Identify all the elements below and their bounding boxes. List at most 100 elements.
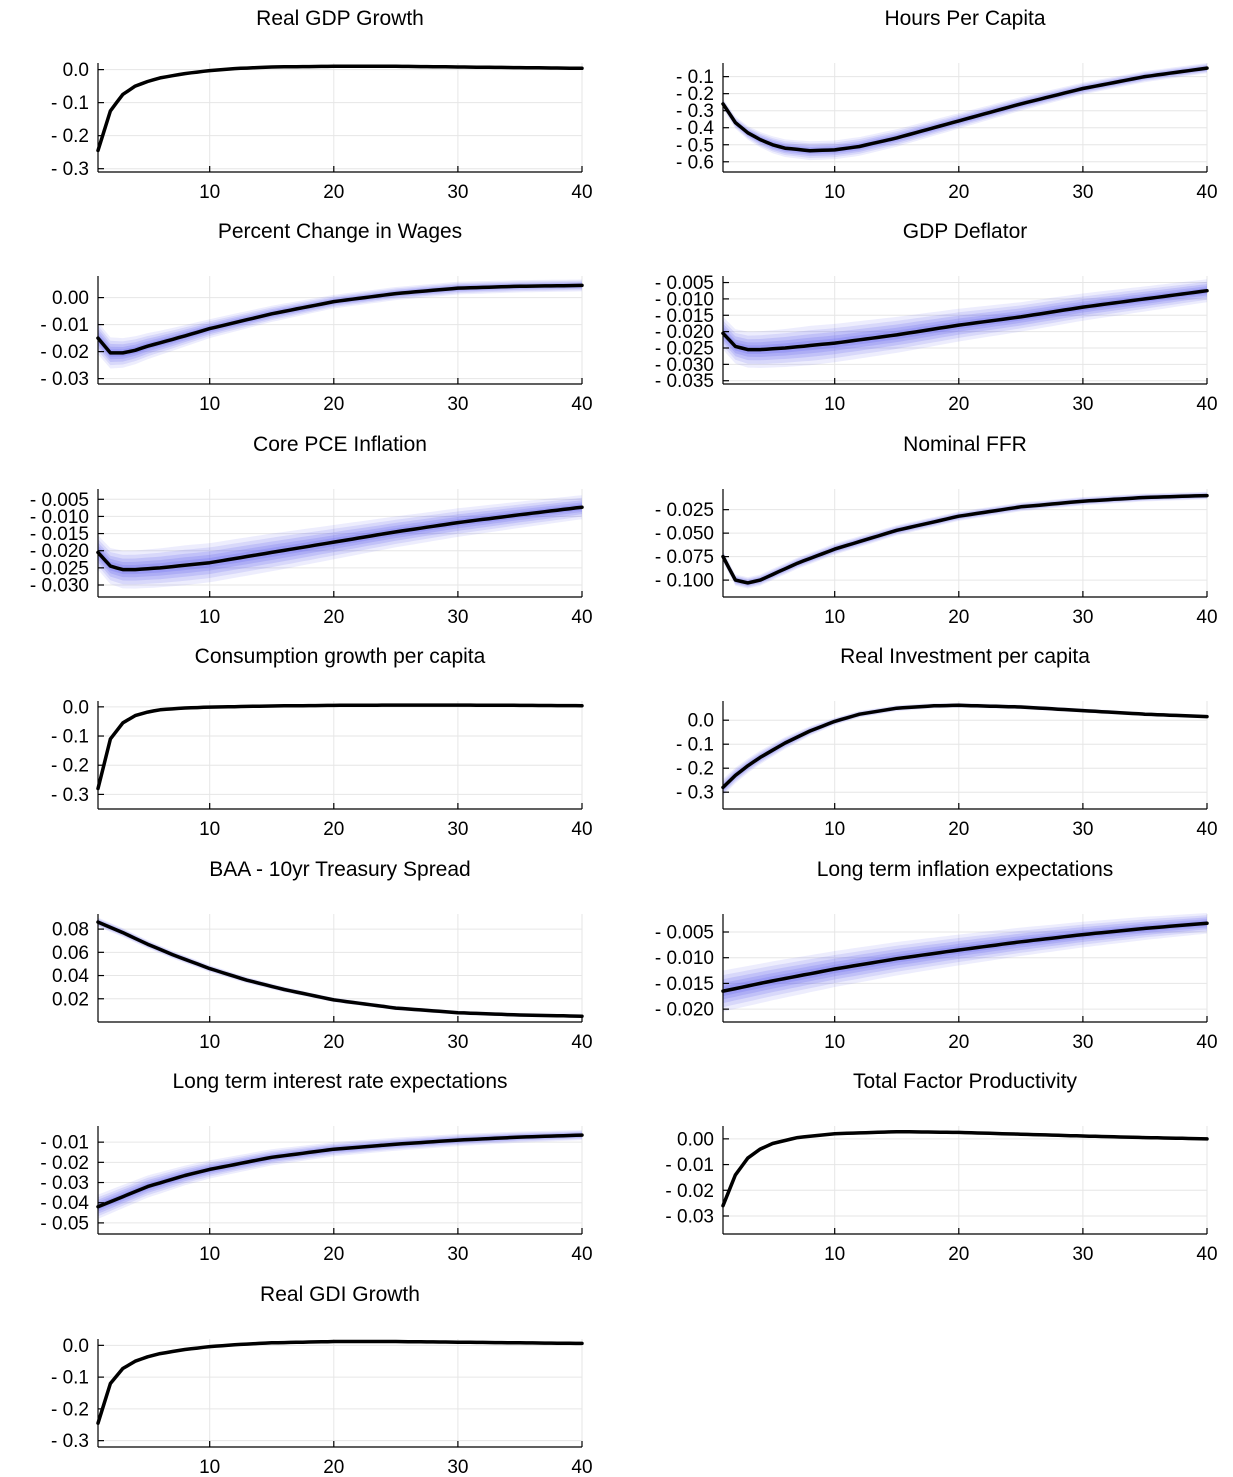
confidence-band [723,919,1207,1000]
x-tick-label: 40 [571,394,592,415]
y-tick-label: - 0.01 [40,315,89,336]
x-tick-label: 40 [1196,182,1217,203]
confidence-band [723,1131,1207,1207]
y-tick-label: - 0.04 [40,1193,89,1214]
y-tick-label: - 0.6 [676,152,714,173]
x-tick-label: 30 [1072,182,1093,203]
confidence-band [98,65,582,154]
y-tick-label: - 0.010 [30,507,89,528]
y-tick-label: - 0.5 [676,135,714,156]
median-line [721,288,1209,352]
confidence-band [723,492,1207,588]
confidence-band [98,66,582,153]
x-tick-label: 30 [1072,819,1093,840]
panel-title: Long term interest rate expectations [172,1070,507,1093]
y-tick-label: - 0.010 [655,289,714,310]
median-line [96,64,584,153]
confidence-band [723,704,1207,790]
confidence-band [723,491,1207,589]
y-tick-label: 0.0 [688,711,714,732]
panel-title: GDP Deflator [903,220,1028,243]
y-tick-label: - 0.01 [665,1155,714,1176]
median-line [96,505,584,572]
panel-title: Consumption growth per capita [195,645,486,668]
x-tick-label: 30 [1072,1244,1093,1265]
x-tick-label: 20 [323,819,344,840]
confidence-band [98,1341,582,1425]
panel-8: Real Investment per capita 10 20 30 40 0.0 - 0… [676,645,1218,840]
confidence-band [723,703,1207,794]
median-line [721,493,1209,585]
x-tick-label: 30 [447,1244,468,1265]
y-tick-label: - 0.025 [655,500,714,521]
x-tick-label: 10 [199,1244,220,1265]
y-tick-label: - 0.015 [30,524,89,545]
y-tick-label: 0.02 [52,989,89,1010]
y-tick-label: - 0.02 [40,1153,89,1174]
y-tick-label: 0.00 [52,288,89,309]
x-tick-label: 30 [447,819,468,840]
confidence-band [98,1340,582,1427]
y-tick-label: - 0.05 [40,1213,89,1234]
x-tick-label: 10 [824,607,845,628]
median-line [721,703,1209,790]
confidence-band [98,1131,582,1217]
median-line [96,920,584,1018]
confidence-band [723,494,1207,586]
y-tick-label: - 0.035 [655,371,714,392]
x-tick-label: 40 [571,1244,592,1265]
y-tick-label: - 0.015 [655,306,714,327]
y-tick-label: - 0.1 [676,735,714,756]
panel-10: Long term inflation expectations 10 20 30 40… [655,858,1218,1053]
y-tick-label: - 0.1 [51,93,89,114]
median-line [96,1339,584,1425]
x-tick-label: 20 [323,607,344,628]
y-tick-label: - 0.005 [655,273,714,294]
y-tick-label: - 0.03 [40,369,89,390]
confidence-band [723,1131,1207,1207]
y-tick-label: 0.04 [52,966,89,987]
median-line [721,921,1209,993]
y-tick-label: - 0.3 [676,783,714,804]
y-tick-label: - 0.015 [655,974,714,995]
confidence-band [98,1341,582,1425]
y-tick-label: - 0.03 [40,1173,89,1194]
confidence-band [98,1341,582,1427]
x-tick-label: 20 [948,182,969,203]
x-tick-label: 10 [199,1457,220,1477]
x-tick-label: 20 [948,394,969,415]
y-tick-label: 0.00 [677,1129,714,1150]
median-line [721,1129,1209,1208]
confidence-band [98,917,582,1018]
confidence-band [98,65,582,155]
y-tick-label: - 0.2 [51,126,89,147]
confidence-band [723,1130,1207,1209]
x-tick-label: 10 [824,394,845,415]
panel-5: Core PCE Inflation 10 20 30 40 - 0.005- 0.010… [30,433,593,628]
confidence-band [723,493,1207,587]
y-tick-label: 0.0 [63,697,89,718]
median-line [96,283,584,355]
panel-title: Real GDP Growth [256,7,424,30]
y-tick-label: 0.06 [52,943,89,964]
confidence-band [98,280,582,366]
x-tick-label: 40 [1196,607,1217,628]
confidence-band [723,494,1207,585]
x-tick-label: 30 [1072,607,1093,628]
y-tick-label: 0.0 [63,60,89,81]
median-line [721,66,1209,153]
panel-title: Hours Per Capita [884,7,1045,30]
x-tick-label: 20 [948,1244,969,1265]
panel-title: Percent Change in Wages [218,220,462,243]
x-tick-label: 40 [571,1032,592,1053]
x-tick-label: 20 [323,1032,344,1053]
y-tick-label: - 0.3 [51,1431,89,1452]
y-tick-label: - 0.4 [676,118,714,139]
confidence-band [98,1341,582,1426]
panel-title: Long term inflation expectations [817,858,1114,881]
x-tick-label: 40 [571,182,592,203]
panel-13: Real GDI Growth 10 20 30 40 0.0 - 0.1 - 0.2 - 0.… [51,1283,593,1477]
confidence-band [98,705,582,790]
